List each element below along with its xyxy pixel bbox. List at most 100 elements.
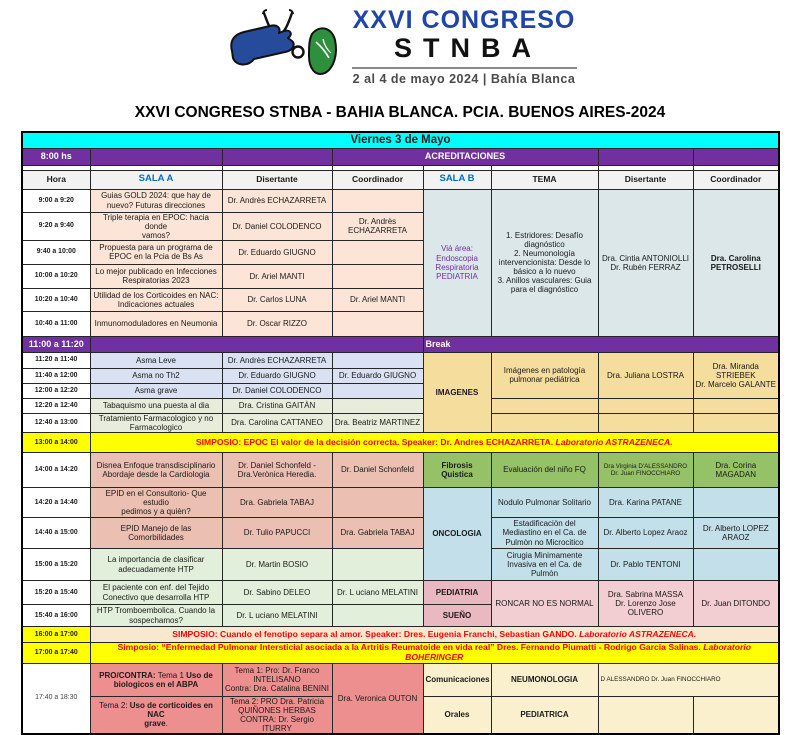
time-cell: 9:20 a 9:40 <box>21 211 91 241</box>
topic-cell: Utilidad de los Corticoides en NAC: Indic… <box>89 287 223 312</box>
room-cell: IMAGENES <box>422 351 492 434</box>
room-cell: SUEÑO <box>422 604 492 628</box>
time-cell: 17:40 a 18:30 <box>21 662 91 735</box>
coordinator-cell: Dr. L uciano MELATINI <box>331 580 424 606</box>
time-cell: 16:00 a 17:00 <box>21 626 91 644</box>
cell <box>221 147 333 166</box>
topic-cell: Asma no Th2 <box>89 367 223 384</box>
congress-dates: 2 al 4 de mayo 2024 | Bahía Blanca <box>352 71 576 86</box>
tema-cell: Cirugia Minimamente Invasiva en el Ca. de… <box>490 548 599 582</box>
cell <box>331 310 424 337</box>
speaker-cell: Dr. Pablo TENTONI <box>597 548 694 582</box>
col-header: SALA B <box>422 169 492 190</box>
page-title: XXVI CONGRESO STNBA - BAHIA BLANCA. PCIA… <box>134 104 666 121</box>
schedule-table: Viernes 3 de Mayo 8:00 hs ACREDITACIONES Ho… <box>21 131 781 735</box>
col-header: Disertante <box>597 169 694 190</box>
topic-cell: Triple terapia en EPOC: hacia donde vamos… <box>89 211 223 241</box>
topic-cell: PRO/CONTRA: Tema 1 Uso de biologicos en e… <box>89 662 223 697</box>
topic-cell: HTP Tromboembolica. Cuando la sospechamos… <box>89 604 223 628</box>
topic-cell: EPID Manejo de las Comorbilidades <box>89 517 223 550</box>
tema-cell: PEDIATRICA <box>490 695 599 735</box>
topic-cell: Tratamiento Farmacologico y no Farmacolog… <box>89 412 223 434</box>
tema-cell: Evaluación del niño FQ <box>490 452 599 489</box>
time-cell: 10:40 a 11:00 <box>21 310 91 337</box>
acreditaciones-label: ACREDITACIONES <box>331 147 599 166</box>
topic-cell: Lo mejor publicado en Infecciones Respira… <box>89 263 223 289</box>
room-cell: Fibrosis Quistica <box>422 452 492 489</box>
cell <box>692 487 780 519</box>
coordinator-cell: Dra. Gabriela TABAJ <box>331 517 424 550</box>
room-cell: Comunicaciones <box>422 662 492 697</box>
congress-logo: XXVI CONGRESO STNBA 2 al 4 de mayo 2024 … <box>0 6 800 88</box>
time-cell: 12:20 a 12:40 <box>21 397 91 414</box>
coordinator-cell: Dra. Miranda STRIEBEK Dr. Marcelo GALANTE <box>692 351 780 399</box>
speaker-cell: Dr. Andrès ECHAZARRETA <box>221 351 333 369</box>
coordinator-cell: Dra. Carolina PETROSELLI <box>692 188 780 337</box>
topic-cell: Inmunomoduladores en Neumonia <box>89 310 223 337</box>
cell <box>692 412 780 434</box>
tema-cell: Imágenes en patología pulmonar pediátrica <box>490 351 599 399</box>
cell <box>597 397 694 414</box>
speaker-cell: Dra. Juliana LOSTRA <box>597 351 694 399</box>
time-cell: 10:20 a 10:40 <box>21 287 91 312</box>
speaker-cell: Dra. Sabrina MASSA Dr. Lorenzo Jose OLIVE… <box>597 580 694 628</box>
coordinator-cell: Dr. Ariel MANTI <box>331 287 424 312</box>
cell <box>692 147 780 166</box>
time-cell: 15:00 a 15:20 <box>21 548 91 582</box>
topic-cell: La importancia de clasificar adecuadament… <box>89 548 223 582</box>
col-header: Coordinador <box>331 169 424 190</box>
logo-divider <box>351 66 577 69</box>
cell <box>692 548 780 582</box>
speaker-cell: Dr. Ariel MANTI <box>221 263 333 289</box>
break-label: Break <box>422 335 780 353</box>
time-cell: 11:20 a 11:40 <box>21 351 91 369</box>
topic-cell: Disnea Enfoque transdisciplinario Abordaj… <box>89 452 223 489</box>
time-cell: 13:00 a 14:00 <box>21 432 91 454</box>
coordinator-cell: Dr. Andrès ECHAZARRETA <box>331 211 424 241</box>
time-cell: 17:00 a 17:40 <box>21 642 91 664</box>
cell <box>331 548 424 582</box>
col-header: Coordinador <box>692 169 780 190</box>
time-cell: 9:40 a 10:00 <box>21 239 91 265</box>
time-cell: 15:20 a 15:40 <box>21 580 91 606</box>
cell <box>490 412 599 434</box>
time-cell: 15:40 a 16:00 <box>21 604 91 628</box>
speaker-cell: Dr. Martin BOSIO <box>221 548 333 582</box>
room-cell: PEDIATRIA <box>422 580 492 606</box>
cell <box>331 487 424 519</box>
time-cell: 9:00 a 9:20 <box>21 188 91 213</box>
time-cell: 10:00 a 10:20 <box>21 263 91 289</box>
schedule-body: Viernes 3 de Mayo 8:00 hs ACREDITACIONES Ho… <box>21 131 780 735</box>
speaker-cell: Dr. Daniel Schonfeld - Dra.Verònica Hered… <box>221 452 333 489</box>
speaker-cell: Dra Virginia D'ALESSANDRO Dr. Juan FINOCC… <box>597 452 694 489</box>
lungs-stethoscope-icon <box>229 9 337 75</box>
topic-cell: Asma grave <box>89 382 223 399</box>
speaker-cell: D ALESSANDRO Dr. Juan FINOCCHIARO <box>597 662 780 697</box>
speaker-cell: Dr. Alberto Lopez Araoz <box>597 517 694 550</box>
speaker-cell: Dra. Karina PATANE <box>597 487 694 519</box>
coordinator-cell: Dr. Juan DITONDO <box>692 580 780 628</box>
speaker-cell: Dr. Andrès ECHAZARRETA <box>221 188 333 213</box>
cell <box>331 188 424 213</box>
col-header: SALA A <box>89 169 223 190</box>
col-header: Disertante <box>221 169 333 190</box>
speaker-cell: Dr. Eduardo GIUGNO <box>221 239 333 265</box>
speaker-cell: Dr. Daniel COLODENCO <box>221 382 333 399</box>
cell <box>597 695 694 735</box>
coordinator-cell: Dra. Corina MAGADAN <box>692 452 780 489</box>
coordinator-cell: Dr. Alberto LOPEZ ARAOZ <box>692 517 780 550</box>
time-cell: 12:00 a 12:20 <box>21 382 91 399</box>
simposio-banner: SIMPOSIO: EPOC El valor de la decisión c… <box>89 432 780 454</box>
topic-cell: Asma Leve <box>89 351 223 369</box>
time-cell: 14:20 a 14:40 <box>21 487 91 519</box>
cell <box>692 397 780 414</box>
speaker-cell: Tema 2: PRO Dra. Patricia QUIÑONES HERBAS… <box>221 695 333 735</box>
speaker-cell: Dr. Eduardo GIUGNO <box>221 367 333 384</box>
tema-cell: NEUMONOLOGIA <box>490 662 599 697</box>
speaker-cell: Dr. L uciano MELATINI <box>221 604 333 628</box>
time-cell: 8:00 hs <box>21 147 91 166</box>
tema-cell: Nodulo Pulmonar Solitario <box>490 487 599 519</box>
topic-cell: Propuesta para un programa de EPOC en la … <box>89 239 223 265</box>
topic-cell: EPID en el Consultorio- Que estudio pedim… <box>89 487 223 519</box>
speaker-cell: Dr. Daniel COLODENCO <box>221 211 333 241</box>
